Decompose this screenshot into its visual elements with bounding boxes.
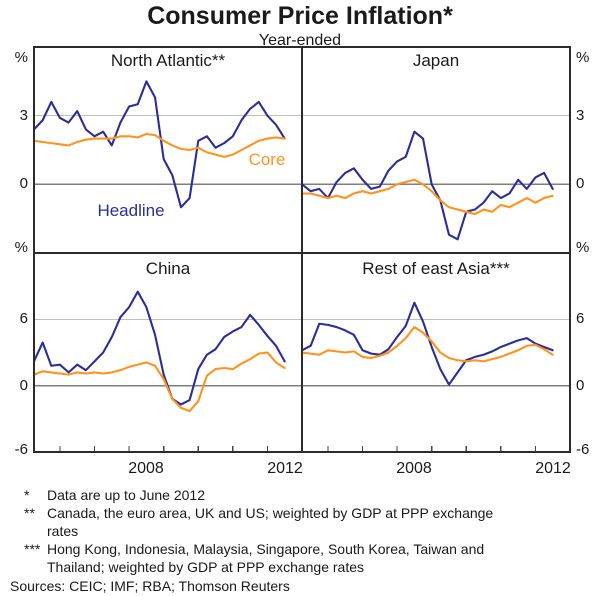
line-core-panel-3: [300, 326, 554, 363]
sources-line: Sources: CEIC; IMF; RBA; Thomson Reuters: [10, 578, 290, 594]
chart-subtitle: Year-ended: [258, 32, 342, 49]
y-axis-label-right-percent-bottom: %: [576, 239, 590, 256]
line-core-panel-0: [32, 132, 286, 158]
footnote-3-text-line2: Thailand; weighted by GDP at PPP exchang…: [47, 559, 365, 575]
footnote-1-text: Data are up to June 2012: [47, 487, 206, 503]
line-core-panel-1: [300, 178, 554, 216]
y-axis-label-left-0-top: 0: [19, 175, 28, 192]
y-axis-label-left-0-bottom: 0: [19, 377, 28, 394]
y-axis-label-right-0-bottom: 0: [576, 377, 585, 394]
y-axis-label-left-6: 6: [19, 310, 28, 327]
footnote-2-text-line1: Canada, the euro area, UK and US; weight…: [47, 505, 494, 521]
series-label-core: Core: [248, 150, 286, 169]
footnote-2-text-line2: rates: [47, 523, 79, 539]
y-axis-label-right-percent-top: %: [576, 49, 590, 66]
y-axis-label-left-percent-bottom: %: [14, 239, 28, 256]
chart-title: Consumer Price Inflation*: [147, 2, 453, 30]
y-axis-label-right-neg6: -6: [576, 441, 590, 458]
y-axis-label-left-neg6: -6: [14, 441, 28, 458]
line-core-panel-2: [32, 351, 286, 413]
x-axis-label-2008-right: 2008: [396, 460, 432, 477]
footnote-3-marker: ***: [24, 541, 41, 557]
line-headline-panel-1: [300, 130, 554, 241]
line-headline-panel-2: [32, 290, 286, 406]
footnote-1-marker: *: [24, 487, 30, 503]
y-axis-label-right-3: 3: [576, 107, 585, 124]
panel-title-rest-east-asia: Rest of east Asia***: [362, 259, 510, 278]
y-axis-label-right-0-top: 0: [576, 175, 585, 192]
series-label-headline: Headline: [97, 201, 165, 220]
line-headline-panel-3: [300, 301, 554, 386]
x-axis-label-2008-left: 2008: [128, 460, 164, 477]
panel-title-china: China: [145, 259, 191, 278]
y-axis-label-right-6: 6: [576, 310, 585, 327]
x-axis-label-2012-left: 2012: [267, 460, 303, 477]
footnote-2-marker: **: [24, 505, 35, 521]
panel-title-japan: Japan: [412, 51, 460, 70]
y-axis-label-left-3: 3: [19, 107, 28, 124]
panel-title-north-atlantic: North Atlantic**: [110, 51, 226, 70]
footnote-3-text-line1: Hong Kong, Indonesia, Malaysia, Singapor…: [47, 541, 485, 557]
x-axis-label-2012-right: 2012: [535, 460, 571, 477]
line-headline-panel-0: [32, 80, 286, 209]
y-axis-label-left-percent-top: %: [14, 49, 28, 66]
